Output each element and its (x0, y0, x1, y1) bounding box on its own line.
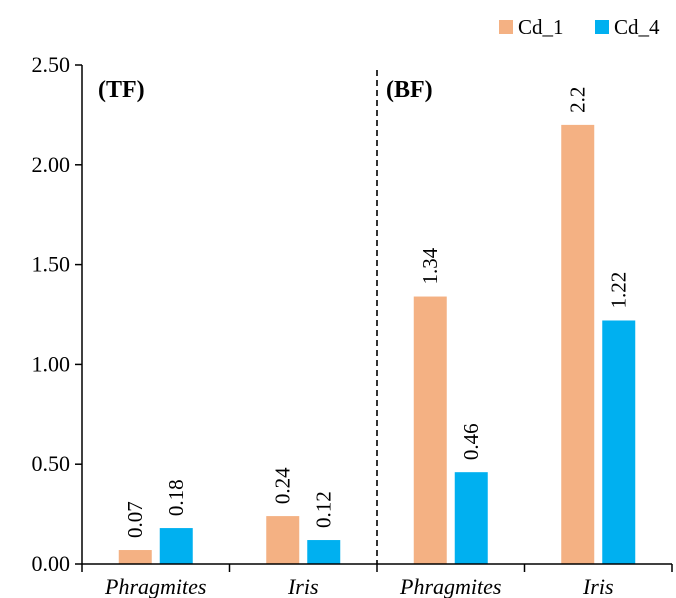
data-label: 0.12 (312, 491, 336, 528)
bar-cd-1 (561, 124, 595, 564)
panel-label: (TF) (98, 77, 145, 103)
bar-cd-1 (266, 516, 300, 564)
data-label: 0.46 (459, 423, 483, 460)
x-category-label: Phragmites (399, 574, 501, 598)
legend-label: Cd_1 (518, 15, 564, 39)
data-labels: 0.07 0.24 1.34 2.2 0.18 0.12 0.46 1.22 (123, 87, 631, 538)
bar-cd-4 (159, 528, 193, 564)
bar-cd-1 (413, 296, 447, 564)
x-category-label: Phragmites (104, 574, 206, 598)
y-tick-label: 0.00 (32, 551, 71, 576)
y-tick-label: 2.50 (32, 52, 71, 77)
data-label: 1.22 (607, 272, 631, 309)
x-category-label: Iris (582, 574, 614, 598)
panel-labels: (TF) (BF) (98, 77, 433, 103)
data-label: 2.2 (566, 87, 590, 113)
data-label: 1.34 (418, 247, 442, 284)
bar-cd-4 (307, 540, 341, 564)
legend-swatch (595, 20, 609, 34)
y-tick-label: 2.00 (32, 152, 71, 177)
bar-cd-4 (454, 472, 488, 564)
legend-swatch (499, 20, 513, 34)
axes: 0.00 0.50 1.00 1.50 2.00 2.50 Phragmites Iris Ph… (32, 52, 673, 598)
legend-label: Cd_4 (614, 15, 660, 39)
bars (118, 124, 636, 564)
y-tick-label: 1.00 (32, 351, 71, 376)
x-category-label: Iris (287, 574, 319, 598)
data-label: 0.07 (123, 501, 147, 538)
y-tick-label: 1.50 (32, 252, 71, 277)
bar-cd-4 (602, 320, 636, 564)
data-label: 0.18 (164, 479, 188, 516)
y-tick-label: 0.50 (32, 451, 71, 476)
legend: Cd_1 Cd_4 (499, 15, 660, 39)
bar-cd-1 (118, 550, 152, 564)
data-label: 0.24 (271, 467, 295, 504)
panel-label: (BF) (386, 77, 433, 103)
